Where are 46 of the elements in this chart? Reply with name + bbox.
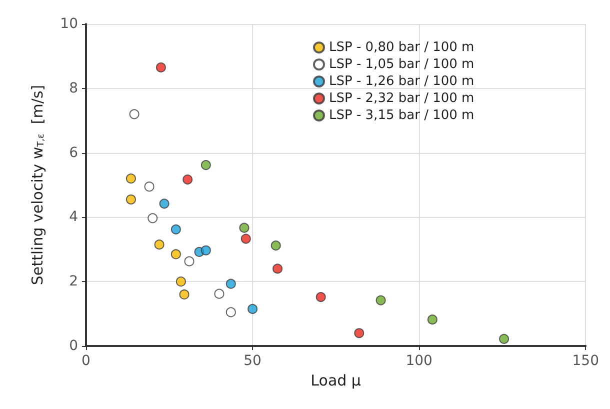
y-tick-label: 0 bbox=[69, 338, 78, 354]
point bbox=[499, 334, 510, 344]
x-axis-title: Load μ bbox=[310, 371, 362, 390]
point bbox=[316, 292, 326, 302]
x-tick-label: 100 bbox=[406, 353, 432, 369]
point bbox=[182, 174, 193, 185]
y-tick-label: 8 bbox=[69, 80, 78, 96]
point bbox=[144, 182, 154, 192]
point bbox=[248, 304, 258, 314]
legend-label: LSP - 1,05 bar / 100 m bbox=[329, 57, 474, 72]
legend-label: LSP - 1,26 bar / 100 m bbox=[329, 74, 474, 89]
x-tick-label: 50 bbox=[244, 353, 262, 369]
legend-label: LSP - 0,80 bar / 100 m bbox=[329, 40, 474, 55]
point bbox=[176, 276, 186, 287]
point bbox=[179, 289, 190, 300]
point bbox=[270, 240, 281, 251]
point bbox=[154, 240, 164, 250]
point bbox=[156, 62, 166, 72]
y-tick-label: 6 bbox=[69, 144, 78, 161]
point bbox=[200, 160, 211, 170]
point bbox=[214, 288, 224, 299]
y-axis-title: Settling velocity wT,ε [m/s] bbox=[28, 84, 46, 286]
legend-label: LSP - 3,15 bar / 100 m bbox=[329, 108, 474, 123]
point bbox=[126, 194, 136, 204]
point bbox=[226, 278, 236, 289]
y-tick-label: 10 bbox=[60, 16, 78, 32]
point bbox=[159, 198, 170, 209]
point bbox=[200, 245, 211, 256]
point bbox=[427, 314, 438, 325]
legend-label: LSP - 2,32 bar / 100 m bbox=[329, 91, 474, 106]
x-tick-label: 150 bbox=[572, 353, 600, 369]
point bbox=[170, 224, 181, 234]
point bbox=[239, 222, 250, 233]
point bbox=[354, 328, 364, 338]
point bbox=[272, 264, 283, 274]
point bbox=[170, 249, 181, 260]
point bbox=[226, 307, 236, 318]
point bbox=[376, 295, 386, 306]
y-tick-label: 4 bbox=[69, 209, 78, 226]
point bbox=[129, 109, 140, 120]
point bbox=[240, 234, 251, 244]
y-tick-label: 2 bbox=[69, 274, 78, 290]
point bbox=[184, 256, 194, 266]
x-tick-label: 0 bbox=[82, 353, 90, 369]
point bbox=[126, 174, 136, 184]
point bbox=[148, 213, 158, 224]
